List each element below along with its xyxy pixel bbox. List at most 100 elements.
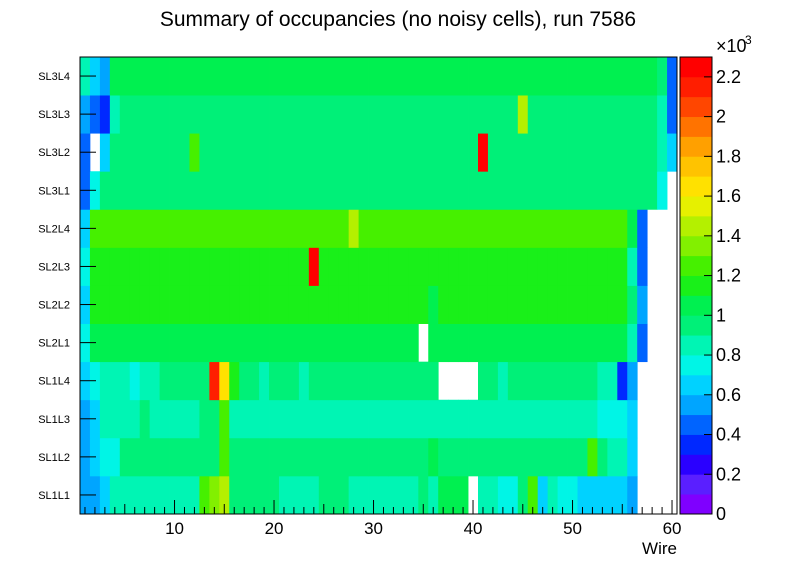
heatmap-cell — [189, 171, 200, 210]
heatmap-cell — [269, 399, 280, 439]
heatmap-cell — [189, 57, 200, 96]
heatmap-cell — [497, 171, 509, 210]
heatmap-cell — [368, 57, 379, 96]
heatmap-cell — [547, 323, 558, 363]
heatmap-cell — [169, 475, 180, 515]
heatmap-cell — [547, 171, 558, 210]
heatmap-cell — [537, 209, 549, 248]
colorbar-tick-label: 1.8 — [716, 146, 741, 166]
heatmap-cell — [318, 247, 330, 286]
heatmap-cell — [149, 95, 160, 134]
heatmap-cell — [119, 247, 131, 286]
heatmap-cell — [109, 209, 121, 248]
heatmap-cell — [527, 171, 539, 210]
heatmap-cell — [308, 437, 320, 477]
heatmap-cell — [388, 323, 399, 363]
heatmap-cell — [418, 399, 429, 439]
heatmap-cell — [607, 437, 618, 477]
heatmap-cell — [328, 133, 340, 172]
heatmap-cell — [627, 475, 638, 515]
heatmap-cell — [338, 399, 350, 439]
heatmap-cell — [269, 285, 280, 324]
heatmap-cell — [259, 95, 270, 134]
heatmap-cell — [547, 247, 558, 286]
heatmap-cell — [169, 57, 180, 96]
heatmap-cell — [567, 209, 578, 248]
heatmap-cell — [577, 171, 588, 210]
colorbar-segment — [680, 414, 712, 435]
heatmap-cell — [209, 285, 220, 324]
colorbar-tick-label: 1 — [716, 305, 726, 325]
heatmap-cell — [388, 57, 399, 96]
heatmap-cell — [647, 133, 658, 172]
heatmap-cell — [388, 361, 399, 401]
heatmap-cell — [159, 361, 170, 401]
heatmap-cell — [398, 133, 409, 172]
heatmap-cell — [487, 361, 499, 401]
heatmap-cell — [318, 323, 330, 363]
heatmap-cell — [109, 399, 121, 439]
heatmap-cell — [617, 361, 628, 401]
heatmap-cell — [438, 399, 449, 439]
heatmap-cell — [617, 475, 628, 515]
heatmap-cell — [169, 133, 180, 172]
heatmap-cell — [408, 171, 419, 210]
heatmap-cell — [249, 323, 260, 363]
heatmap-cell — [129, 361, 141, 401]
heatmap-cell — [388, 285, 399, 324]
heatmap-cell — [259, 399, 270, 439]
heatmap-cell — [179, 437, 190, 477]
heatmap-cell — [318, 361, 330, 401]
heatmap-cell — [627, 399, 638, 439]
heatmap-cell — [159, 171, 170, 210]
heatmap-cell — [279, 285, 290, 324]
heatmap-cell — [537, 57, 549, 96]
heatmap-cell — [219, 247, 230, 286]
heatmap-cell — [159, 95, 170, 134]
heatmap-cell — [288, 399, 300, 439]
heatmap-cell — [179, 209, 190, 248]
heatmap-cell — [219, 57, 230, 96]
heatmap-cell — [99, 57, 111, 96]
heatmap-cell — [507, 209, 519, 248]
heatmap-cell — [279, 437, 290, 477]
heatmap-cell — [627, 209, 638, 248]
heatmap-cell — [269, 95, 280, 134]
heatmap-cell — [497, 247, 509, 286]
heatmap-cell — [249, 133, 260, 172]
heatmap-cell — [567, 361, 578, 401]
heatmap-cell — [517, 399, 529, 439]
heatmap-cell — [597, 95, 608, 134]
heatmap-cell — [109, 247, 121, 286]
heatmap-cell — [567, 133, 578, 172]
heatmap-cell — [249, 399, 260, 439]
heatmap-cell — [199, 171, 210, 210]
heatmap-cell — [607, 57, 618, 96]
heatmap-cell — [219, 171, 230, 210]
heatmap-cell — [418, 57, 429, 96]
heatmap-cell — [179, 399, 190, 439]
colorbar-tick-label: 0.2 — [716, 464, 741, 484]
heatmap-cell — [517, 57, 529, 96]
heatmap-cell — [478, 171, 489, 210]
heatmap-cell — [338, 133, 350, 172]
heatmap-cell — [547, 399, 558, 439]
heatmap-cell — [308, 285, 320, 324]
heatmap-cell — [378, 323, 389, 363]
heatmap-cell — [249, 361, 260, 401]
heatmap-cell — [527, 475, 539, 515]
heatmap-cell — [318, 95, 330, 134]
heatmap-cell — [448, 323, 459, 363]
heatmap-cell — [279, 323, 290, 363]
heatmap-cell — [279, 247, 290, 286]
heatmap-cell — [229, 437, 240, 477]
heatmap-cell — [338, 361, 350, 401]
heatmap-cell — [527, 399, 539, 439]
heatmap-cell — [507, 475, 519, 515]
colorbar-tick-label: 0 — [716, 504, 726, 524]
heatmap-cell — [537, 285, 549, 324]
heatmap-cell — [358, 323, 369, 363]
heatmap-cell — [119, 399, 131, 439]
heatmap-cell — [358, 95, 369, 134]
heatmap-cell — [169, 247, 180, 286]
